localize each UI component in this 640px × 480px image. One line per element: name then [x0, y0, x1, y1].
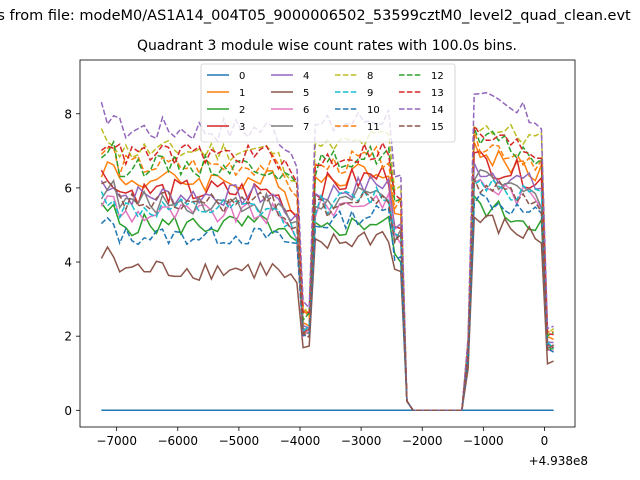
series-line-12 — [100, 127, 554, 412]
plot-area — [100, 91, 555, 412]
legend-label-11: 11 — [367, 122, 380, 133]
axes-frame — [79, 59, 576, 428]
x-tick-label: −5000 — [219, 434, 260, 448]
legend-label-9: 9 — [367, 88, 373, 99]
legend-label-4: 4 — [303, 71, 309, 82]
x-tick-label: 0 — [541, 434, 549, 448]
legend-label-14: 14 — [431, 105, 444, 116]
y-tick-label: 6 — [64, 181, 72, 195]
x-tick-label: −1000 — [463, 434, 504, 448]
legend-label-0: 0 — [239, 71, 245, 82]
legend-label-6: 6 — [303, 105, 309, 116]
series-line-15 — [101, 178, 555, 412]
series-line-13 — [100, 124, 554, 412]
y-tick-label: 2 — [64, 330, 72, 344]
legend-box — [200, 63, 456, 143]
series-line-11 — [100, 129, 554, 412]
legend-label-2: 2 — [239, 105, 245, 116]
x-tick-label: −7000 — [96, 434, 137, 448]
series-line-2 — [100, 194, 554, 412]
legend-label-12: 12 — [431, 71, 444, 82]
series-line-5 — [100, 214, 554, 412]
x-tick-label: −4000 — [280, 434, 321, 448]
legend-label-7: 7 — [303, 122, 309, 133]
series-line-3 — [100, 150, 554, 412]
legend-label-5: 5 — [303, 88, 309, 99]
series-line-10 — [100, 192, 554, 412]
legend-label-13: 13 — [431, 88, 444, 99]
series-line-6 — [100, 178, 554, 412]
legend-label-10: 10 — [367, 105, 380, 116]
legend-label-8: 8 — [367, 71, 373, 82]
x-offset-label: +4.938e8 — [529, 454, 588, 468]
legend-label-15: 15 — [431, 122, 444, 133]
y-tick-label: 0 — [64, 404, 72, 418]
chart-title: Quadrant 3 module wise count rates with … — [137, 38, 517, 54]
y-tick-label: 8 — [64, 107, 72, 121]
x-tick-label: −6000 — [157, 434, 198, 448]
axes: −7000 −6000 −5000 −4000 −3000 −2000 −1000 0 0 2 4 6… — [64, 59, 576, 448]
x-tick-label: −2000 — [402, 434, 443, 448]
series-line-9 — [100, 178, 555, 412]
x-tick-label: −3000 — [341, 434, 382, 448]
legend-label-1: 1 — [239, 88, 245, 99]
y-tick-label: 4 — [64, 256, 72, 270]
legend-label-3: 3 — [239, 122, 245, 133]
figure-title: Plots from file: modeM0/AS1A14_004T05_90… — [0, 8, 631, 24]
